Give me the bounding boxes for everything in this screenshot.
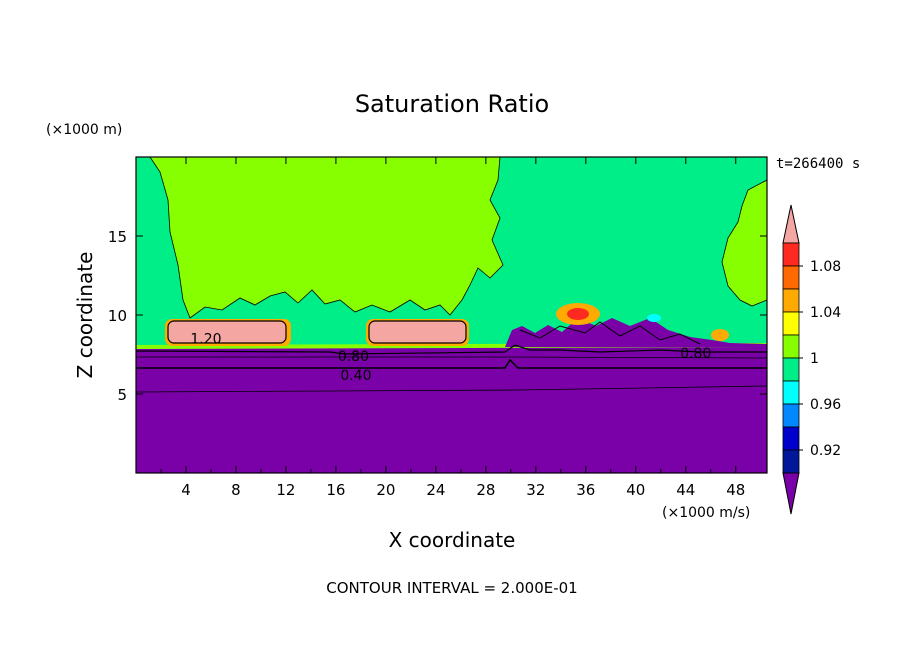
convective-region bbox=[505, 318, 767, 347]
colorbar-top-triangle bbox=[782, 204, 800, 244]
colorbar-level bbox=[782, 311, 800, 336]
contour-label: 0.80 bbox=[680, 346, 711, 362]
convective-cell-small bbox=[647, 314, 661, 322]
contour-plot bbox=[135, 156, 768, 474]
region-above-1-left bbox=[150, 157, 503, 318]
colorbar-level bbox=[782, 403, 800, 428]
contour-label: 0.80 bbox=[338, 349, 369, 365]
contour-line-upper-band bbox=[136, 356, 768, 359]
y-tick-label: 15 bbox=[108, 228, 127, 246]
x-unit-label: (×1000 m/s) bbox=[662, 505, 750, 521]
colorbar-bottom-triangle bbox=[782, 472, 800, 515]
chart-title: Saturation Ratio bbox=[355, 90, 549, 118]
colorbar-level bbox=[782, 380, 800, 405]
contour-labels: 1.20 0.80 0.40 0.80 bbox=[190, 332, 711, 384]
time-label: t=266400 s bbox=[776, 156, 860, 172]
contour-label: 0.40 bbox=[340, 368, 371, 384]
y-tick-label: 10 bbox=[108, 307, 127, 325]
contour-line-0.40 bbox=[136, 358, 767, 369]
colorbar-level bbox=[782, 242, 800, 267]
x-axis-label: X coordinate bbox=[389, 528, 516, 552]
cloud-middle-contour bbox=[368, 320, 467, 344]
colorbar-label: 1 bbox=[810, 351, 819, 367]
contour-label: 1.20 bbox=[190, 332, 221, 348]
y-axis: 5 10 15 bbox=[108, 228, 767, 404]
x-tick-label: 28 bbox=[476, 481, 495, 499]
convective-cell-east bbox=[711, 329, 729, 341]
contour-line-lower bbox=[135, 385, 768, 393]
contour-interval-label: CONTOUR INTERVAL = 2.000E-01 bbox=[326, 579, 577, 597]
region-1-boundary-left bbox=[149, 156, 504, 319]
x-tick-label: 20 bbox=[376, 481, 395, 499]
colorbar-level bbox=[782, 265, 800, 290]
x-axis: 4 8 12 16 20 24 28 32 36 40 44 48 bbox=[160, 157, 745, 499]
colorbar-level bbox=[782, 449, 800, 474]
x-tick-label: 48 bbox=[726, 481, 745, 499]
y-unit-label: (×1000 m) bbox=[46, 122, 122, 138]
cloud-left-contour bbox=[167, 320, 287, 344]
colorbar-level bbox=[782, 426, 800, 451]
y-tick-label: 5 bbox=[117, 386, 127, 404]
colorbar-level bbox=[782, 357, 800, 382]
cloud-left bbox=[168, 321, 286, 343]
x-tick-label: 24 bbox=[426, 481, 445, 499]
x-tick-label: 32 bbox=[526, 481, 545, 499]
colorbar-label: 1.08 bbox=[810, 259, 841, 275]
x-tick-label: 8 bbox=[231, 481, 241, 499]
convective-contour bbox=[519, 321, 701, 345]
x-tick-label: 16 bbox=[326, 481, 345, 499]
x-tick-label: 44 bbox=[676, 481, 695, 499]
x-tick-label: 36 bbox=[576, 481, 595, 499]
x-tick-label: 40 bbox=[626, 481, 645, 499]
convective-core-red bbox=[567, 308, 589, 320]
x-tick-label: 4 bbox=[181, 481, 191, 499]
dry-layer-band bbox=[136, 347, 767, 473]
contour-line-0.80 bbox=[135, 344, 767, 355]
colorbar-label: 0.96 bbox=[810, 397, 841, 413]
region-1-boundary-right bbox=[721, 179, 768, 307]
colorbar-label: 1.04 bbox=[810, 305, 841, 321]
colorbar: 1.08 1.04 1 0.96 0.92 bbox=[782, 204, 841, 515]
x-tick-label: 12 bbox=[276, 481, 295, 499]
y-axis-label: Z coordinate bbox=[73, 252, 97, 379]
colorbar-level bbox=[782, 288, 800, 313]
region-above-1-right bbox=[722, 180, 767, 306]
cloud-middle bbox=[369, 321, 466, 343]
colorbar-label: 0.92 bbox=[810, 443, 841, 459]
colorbar-level bbox=[782, 334, 800, 359]
